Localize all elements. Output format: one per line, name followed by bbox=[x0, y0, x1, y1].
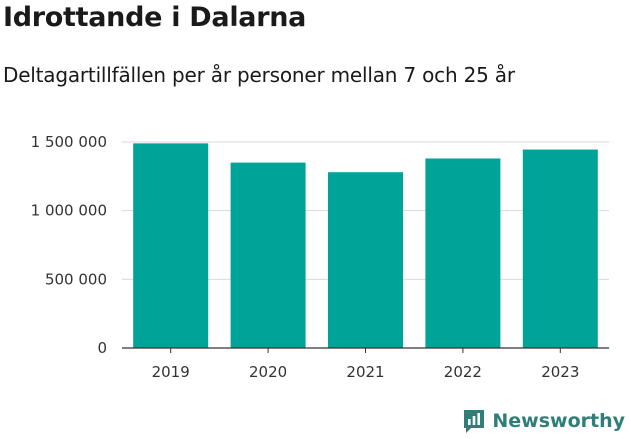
bar bbox=[425, 158, 501, 348]
newsworthy-logo: Newsworthy bbox=[462, 408, 625, 434]
x-tick-label: 2019 bbox=[152, 363, 190, 381]
bar bbox=[133, 143, 209, 348]
y-tick-label: 1 000 000 bbox=[31, 202, 107, 220]
x-tick-label: 2023 bbox=[541, 363, 579, 381]
bar bbox=[522, 149, 598, 348]
bar-chart-logo-icon bbox=[464, 410, 485, 433]
y-tick-label: 500 000 bbox=[45, 270, 107, 288]
bar bbox=[230, 162, 306, 348]
x-tick-label: 2021 bbox=[346, 363, 384, 381]
y-tick-label: 0 bbox=[97, 339, 107, 357]
x-tick-label: 2022 bbox=[444, 363, 482, 381]
bar bbox=[328, 172, 403, 348]
y-tick-label: 1 500 000 bbox=[31, 133, 107, 151]
x-tick-label: 2020 bbox=[249, 363, 287, 381]
chart-subtitle: Deltagartillfällen per år personer mella… bbox=[3, 63, 515, 87]
chart-title: Idrottande i Dalarna bbox=[3, 2, 307, 33]
brand-name: Newsworthy bbox=[492, 410, 625, 432]
